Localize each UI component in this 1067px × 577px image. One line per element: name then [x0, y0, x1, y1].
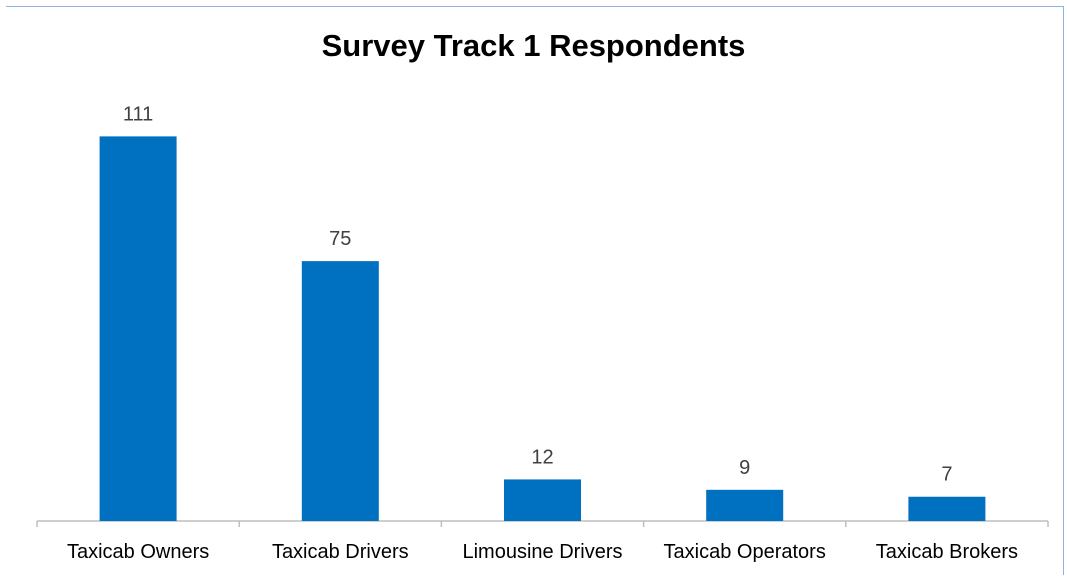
bar — [504, 479, 581, 521]
x-tick-label: Taxicab Operators — [664, 541, 826, 563]
data-label: 7 — [941, 464, 952, 486]
x-tick-label: Taxicab Owners — [67, 541, 209, 563]
bar — [99, 136, 177, 521]
data-labels-group: 111 75 12 9 7 — [123, 103, 953, 485]
x-axis-ticks — [36, 521, 1049, 527]
bars-group — [99, 136, 986, 521]
x-tick-label: Taxicab Drivers — [272, 541, 409, 563]
data-label: 12 — [531, 446, 553, 468]
data-label: 9 — [739, 457, 750, 479]
x-tick-label: Taxicab Brokers — [876, 541, 1018, 563]
x-tick-labels-group: Taxicab Owners Taxicab Drivers Limousine D… — [67, 541, 1018, 563]
bar — [908, 496, 986, 521]
data-label: 75 — [329, 228, 351, 250]
bar — [301, 261, 379, 521]
chart-title: Survey Track 1 Respondents — [321, 28, 746, 63]
data-label: 111 — [123, 103, 153, 125]
x-tick-label: Limousine Drivers — [462, 541, 622, 563]
bar — [706, 489, 784, 521]
